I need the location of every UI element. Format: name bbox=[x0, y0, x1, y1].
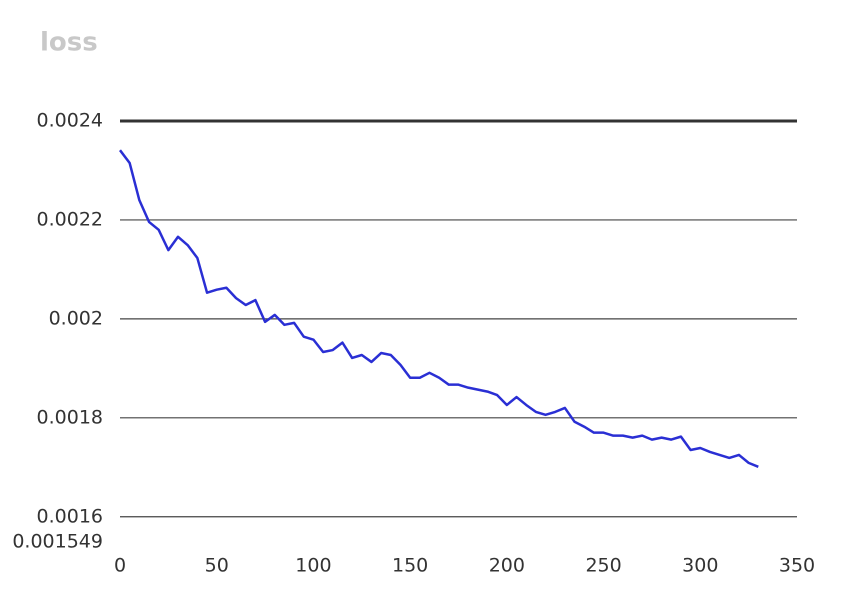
x-tick-label: 350 bbox=[779, 555, 815, 577]
x-tick-label: 100 bbox=[295, 555, 331, 577]
x-tick-label: 0 bbox=[114, 555, 126, 577]
y-tick-label: 0.0024 bbox=[37, 110, 103, 132]
x-tick-label: 150 bbox=[392, 555, 428, 577]
y-tick-label: 0.002 bbox=[49, 307, 103, 329]
x-tick-label: 200 bbox=[489, 555, 525, 577]
x-tick-label: 250 bbox=[585, 555, 621, 577]
y-tick-label: 0.0016 bbox=[37, 505, 103, 527]
y-tick-label: 0.0022 bbox=[37, 208, 103, 230]
chart-title: loss bbox=[40, 28, 98, 58]
y-tick-label: 0.001549 bbox=[12, 531, 103, 553]
x-tick-label: 50 bbox=[205, 555, 229, 577]
x-tick-label: 300 bbox=[682, 555, 718, 577]
loss-line bbox=[119, 149, 759, 468]
y-tick-label: 0.0018 bbox=[37, 406, 103, 428]
